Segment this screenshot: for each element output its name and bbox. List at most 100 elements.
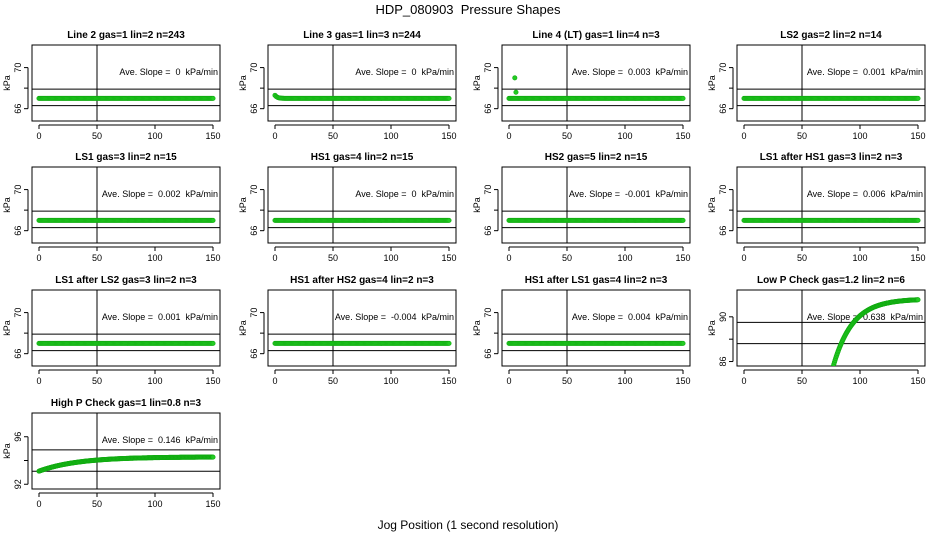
y-tick-label: 66 [483,226,493,236]
panel-title: LS1 gas=3 lin=2 n=15 [75,152,177,163]
data-point [446,95,452,101]
y-tick-label: 66 [249,226,259,236]
y-axis-label: kPa [2,197,12,213]
data-point [915,95,921,101]
y-tick-label: 66 [483,349,493,359]
x-tick-label: 150 [205,253,220,263]
x-tick-label: 150 [675,376,690,386]
slope-annotation: Ave. Slope = 0.004 kPa/min [572,312,688,322]
x-tick-label: 100 [147,131,162,141]
panel-title: HS1 after HS2 gas=4 lin=2 n=3 [290,275,434,286]
x-tick-label: 100 [617,131,632,141]
x-tick-label: 50 [92,376,102,386]
slope-annotation: Ave. Slope = 0.003 kPa/min [572,67,688,77]
x-tick-label: 150 [441,131,456,141]
y-tick-label: 86 [718,357,728,367]
y-axis-label: kPa [238,197,248,213]
slope-annotation: Ave. Slope = 0.002 kPa/min [102,189,218,199]
y-tick-label: 70 [249,185,259,195]
y-tick-label: 66 [13,349,23,359]
data-points [36,454,216,474]
y-axis-label: kPa [707,197,717,213]
y-tick-label: 70 [249,308,259,318]
panel-2: Line 3 gas=1 lin=3 n=244 0 50 100 150 66 70kPa… [238,30,457,141]
y-tick-label: 66 [718,104,728,114]
data-points [36,217,216,223]
x-tick-label: 100 [383,376,398,386]
x-tick-label: 150 [675,131,690,141]
data-point [210,217,216,223]
x-tick-label: 100 [617,253,632,263]
y-tick-label: 70 [249,63,259,73]
y-tick-label: 66 [13,104,23,114]
x-tick-label: 150 [910,131,925,141]
x-tick-label: 0 [741,131,746,141]
x-tick-label: 50 [562,376,572,386]
data-points [741,217,921,223]
y-axis-label: kPa [707,320,717,336]
panel-title: Line 3 gas=1 lin=3 n=244 [303,30,421,41]
plot-frame [31,166,221,244]
data-point [915,217,921,223]
x-tick-label: 0 [506,131,511,141]
data-point [680,95,686,101]
slope-annotation: Ave. Slope = 0 kPa/min [355,67,454,77]
y-axis-label: kPa [472,197,482,213]
data-point [513,89,519,95]
x-tick-label: 100 [852,253,867,263]
data-point [512,75,518,81]
y-axis-label: kPa [707,75,717,91]
x-tick-label: 100 [383,253,398,263]
panel-3: Line 4 (LT) gas=1 lin=4 n=3 0 50 100 150 66 70… [472,30,691,141]
data-point [446,217,452,223]
data-points [830,297,921,366]
panel-title: LS1 after LS2 gas=3 lin=2 n=3 [55,275,197,286]
x-tick-label: 150 [205,499,220,509]
x-tick-label: 100 [383,131,398,141]
data-points [272,217,452,223]
x-tick-label: 100 [852,376,867,386]
plot-frame [267,166,457,244]
y-tick-label: 92 [13,479,23,489]
panel-1: Line 2 gas=1 lin=2 n=243 0 50 100 150 66 70kPa… [2,30,221,141]
y-tick-label: 66 [718,226,728,236]
data-points [272,92,452,101]
x-tick-label: 50 [328,131,338,141]
y-tick-label: 96 [13,432,23,442]
slope-annotation: Ave. Slope = 0.001 kPa/min [102,312,218,322]
x-tick-label: 50 [797,253,807,263]
y-axis-label: kPa [2,320,12,336]
plot-frame [501,166,691,244]
x-tick-label: 50 [328,376,338,386]
plot-frame [31,412,221,490]
data-point [210,340,216,346]
y-tick-label: 90 [718,312,728,322]
x-tick-label: 150 [675,253,690,263]
x-tick-label: 150 [205,131,220,141]
x-tick-label: 0 [36,253,41,263]
x-tick-label: 0 [741,376,746,386]
data-points [506,75,686,101]
panel-title: Line 2 gas=1 lin=2 n=243 [67,30,185,41]
slope-annotation: Ave. Slope = 0.001 kPa/min [807,67,923,77]
panel-11: HS1 after LS1 gas=4 lin=2 n=3 0 50 100 150 66… [472,275,691,386]
y-tick-label: 70 [13,63,23,73]
x-tick-label: 100 [147,499,162,509]
y-axis-label: kPa [238,75,248,91]
data-point [680,340,686,346]
slope-annotation: Ave. Slope = 0 kPa/min [355,189,454,199]
x-tick-label: 50 [92,253,102,263]
x-tick-label: 50 [562,131,572,141]
panel-title: HS1 after LS1 gas=4 lin=2 n=3 [525,275,668,286]
data-points [506,340,686,346]
x-tick-label: 0 [741,253,746,263]
x-tick-label: 150 [441,253,456,263]
x-tick-label: 0 [272,253,277,263]
slope-annotation: Ave. Slope = -0.001 kPa/min [569,189,688,199]
y-tick-label: 70 [483,308,493,318]
data-point [915,297,921,303]
